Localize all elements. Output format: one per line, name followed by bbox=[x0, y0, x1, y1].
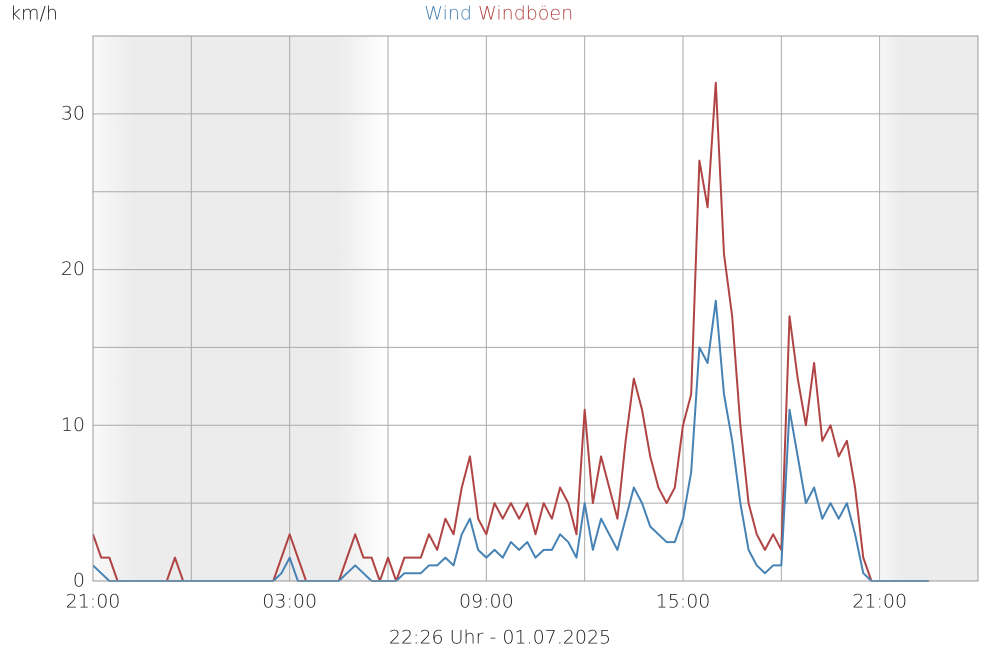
y-tick-label: 10 bbox=[61, 414, 85, 436]
legend-entry: Wind bbox=[424, 3, 472, 25]
plot-border bbox=[92, 35, 979, 582]
x-tick-label: 03:00 bbox=[262, 591, 317, 613]
y-tick-label: 20 bbox=[61, 258, 85, 280]
x-tick-label: 15:00 bbox=[656, 591, 711, 613]
x-tick-label: 09:00 bbox=[459, 591, 514, 613]
night-shading bbox=[93, 36, 978, 581]
y-tick-label: 30 bbox=[61, 102, 85, 124]
x-tick-label: 21:00 bbox=[66, 591, 121, 613]
legend-entry: Windböen bbox=[478, 3, 573, 25]
x-tick-label: 21:00 bbox=[852, 591, 907, 613]
subtitle: 22:26 Uhr - 01.07.2025 bbox=[389, 627, 611, 649]
y-axis-label: km/h bbox=[10, 3, 58, 25]
grid bbox=[92, 36, 978, 582]
y-tick-label: 0 bbox=[73, 570, 85, 592]
